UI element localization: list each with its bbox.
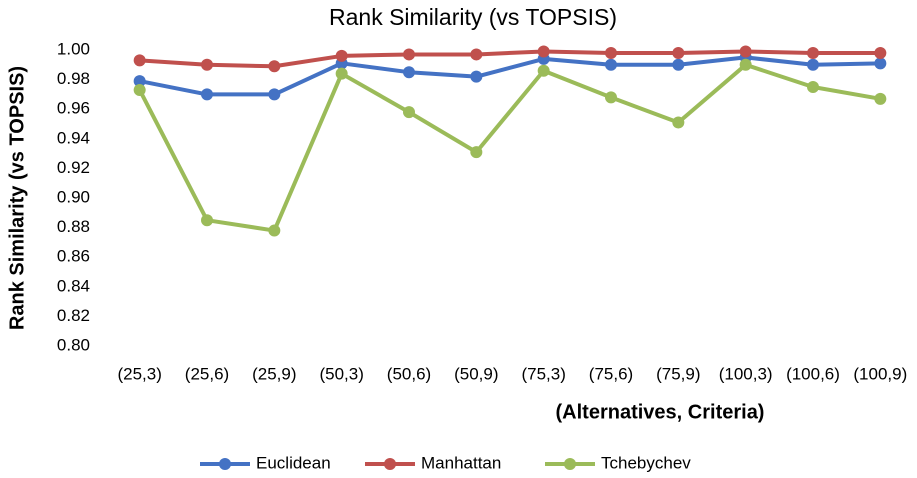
data-point xyxy=(537,45,550,58)
y-tick-label: 0.80 xyxy=(57,335,90,354)
x-tick-label: (50,3) xyxy=(319,364,363,383)
y-tick-label: 0.96 xyxy=(57,99,90,118)
legend-label: Euclidean xyxy=(256,453,331,472)
x-tick-label: (25,3) xyxy=(117,364,161,383)
x-tick-label: (25,6) xyxy=(185,364,229,383)
data-point xyxy=(605,58,617,71)
data-point xyxy=(605,46,617,59)
data-point xyxy=(807,58,819,71)
data-point xyxy=(874,46,887,59)
y-axis-label: Rank Similarity (vs TOPSIS) xyxy=(6,66,28,330)
data-point xyxy=(335,49,348,62)
x-axis-label: (Alternatives, Criteria) xyxy=(556,401,765,423)
data-point xyxy=(201,58,213,71)
data-point xyxy=(335,67,348,80)
y-tick-label: 0.82 xyxy=(57,306,90,325)
data-point xyxy=(470,48,483,61)
x-tick-label: (50,9) xyxy=(454,364,498,383)
x-tick-label: (100,6) xyxy=(786,364,840,383)
y-tick-label: 0.86 xyxy=(57,247,90,266)
data-point xyxy=(403,48,415,61)
data-point xyxy=(874,57,887,70)
data-point xyxy=(672,116,685,129)
x-tick-label: (75,9) xyxy=(656,364,700,383)
x-tick-label: (75,3) xyxy=(521,364,565,383)
data-point xyxy=(201,88,213,101)
series-line xyxy=(139,49,881,69)
data-point xyxy=(807,46,819,59)
data-point xyxy=(672,58,685,71)
data-point xyxy=(470,70,483,83)
data-point xyxy=(268,88,281,101)
legend-marker xyxy=(219,458,231,470)
y-tick-label: 0.92 xyxy=(57,158,90,177)
y-tick-label: 0.98 xyxy=(57,69,90,88)
y-tick-label: 1.00 xyxy=(57,39,90,58)
y-tick-label: 0.88 xyxy=(57,217,90,236)
data-point xyxy=(807,81,819,93)
y-tick-label: 0.94 xyxy=(57,128,90,147)
series-line xyxy=(139,55,881,97)
x-tick-label: (50,6) xyxy=(387,364,431,383)
series-line xyxy=(137,62,881,233)
data-point xyxy=(268,224,281,237)
data-point xyxy=(403,106,415,119)
x-tick-label: (100,9) xyxy=(853,364,907,383)
data-point xyxy=(133,54,146,67)
data-point xyxy=(403,66,415,79)
legend-marker xyxy=(564,458,576,470)
chart-title: Rank Similarity (vs TOPSIS) xyxy=(329,4,617,30)
data-point xyxy=(739,45,752,58)
data-point xyxy=(201,214,213,227)
legend-label: Manhattan xyxy=(421,453,501,472)
x-tick-label: (75,6) xyxy=(589,364,633,383)
data-point xyxy=(605,91,617,104)
data-point xyxy=(133,75,146,88)
x-tick-label: (25,9) xyxy=(252,364,296,383)
data-point xyxy=(874,92,887,105)
legend-marker xyxy=(384,458,396,470)
y-tick-label: 0.84 xyxy=(57,276,90,295)
y-tick-label: 0.90 xyxy=(57,187,90,206)
x-tick-label: (100,3) xyxy=(719,364,773,383)
data-point xyxy=(268,60,281,73)
data-point xyxy=(537,64,550,77)
data-point xyxy=(470,146,483,159)
data-point xyxy=(133,83,146,96)
legend-label: Tchebychev xyxy=(601,453,691,472)
data-point xyxy=(672,46,685,59)
data-point xyxy=(739,58,752,71)
